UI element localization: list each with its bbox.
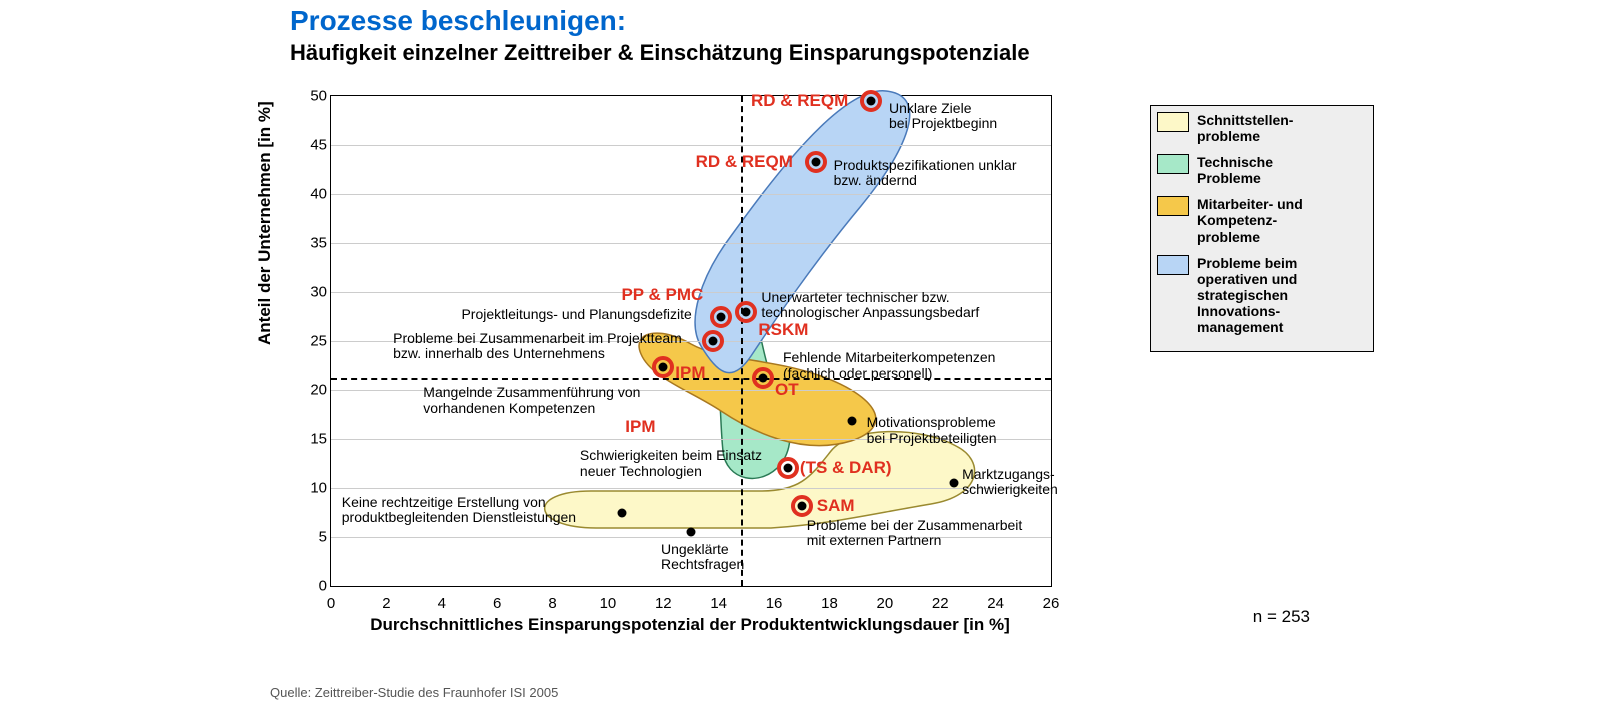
y-tick-label: 45: [293, 137, 327, 154]
plot-area: 0510152025303540455002468101214161820222…: [330, 95, 1052, 587]
x-axis-label: Durchschnittliches Einsparungspotenzial …: [330, 615, 1050, 635]
point-annotation: Projektleitungs- und Planungsdefizite: [461, 307, 691, 322]
n-label: n = 253: [1253, 607, 1310, 627]
data-point: [950, 479, 959, 488]
y-tick-label: 10: [293, 480, 327, 497]
point-red-label: RD & REQM: [696, 152, 793, 172]
x-tick-label: 20: [870, 595, 900, 612]
legend-swatch: [1157, 255, 1189, 275]
x-tick-label: 26: [1036, 595, 1066, 612]
subtitle: Häufigkeit einzelner Zeittreiber & Einsc…: [290, 40, 1030, 66]
y-tick-label: 25: [293, 333, 327, 350]
y-tick-label: 0: [293, 578, 327, 595]
x-tick-label: 18: [814, 595, 844, 612]
data-point: [687, 528, 696, 537]
data-point-ringed: [791, 495, 813, 517]
legend-item: Probleme beim operativen und strategisch…: [1157, 255, 1367, 335]
point-red-label: OT: [775, 380, 799, 400]
y-tick-label: 20: [293, 382, 327, 399]
legend-swatch: [1157, 196, 1189, 216]
x-tick-label: 22: [925, 595, 955, 612]
point-annotation: Mangelnde Zusammenführung von vorhandene…: [423, 385, 640, 416]
legend-label: Technische Probleme: [1197, 154, 1273, 186]
title: Prozesse beschleunigen:: [290, 5, 626, 37]
point-red-label: (TS & DAR): [800, 458, 892, 478]
legend-swatch: [1157, 154, 1189, 174]
y-tick-label: 15: [293, 431, 327, 448]
x-tick-label: 10: [593, 595, 623, 612]
data-point: [847, 417, 856, 426]
scatter-chart: Anteil der Unternehmen [in %] Durchschni…: [270, 75, 1070, 645]
gridline-h: [331, 243, 1051, 244]
data-point-ringed: [805, 151, 827, 173]
legend-label: Probleme beim operativen und strategisch…: [1197, 255, 1297, 335]
data-point: [617, 508, 626, 517]
point-annotation: Ungeklärte Rechtsfragen: [661, 542, 744, 573]
point-annotation: Marktzugangs- schwierigkeiten: [962, 467, 1058, 498]
x-tick-label: 6: [482, 595, 512, 612]
legend-item: Technische Probleme: [1157, 154, 1367, 186]
x-tick-label: 16: [759, 595, 789, 612]
point-red-label: RSKM: [758, 320, 808, 340]
data-point-ringed: [710, 306, 732, 328]
y-tick-label: 50: [293, 88, 327, 105]
y-tick-label: 5: [293, 529, 327, 546]
legend: Schnittstellen- probleme Technische Probl…: [1150, 105, 1374, 352]
data-point-ringed: [752, 367, 774, 389]
y-tick-label: 35: [293, 235, 327, 252]
x-tick-label: 12: [648, 595, 678, 612]
data-point-ringed: [860, 90, 882, 112]
x-tick-label: 24: [981, 595, 1011, 612]
point-red-label: SAM: [817, 496, 855, 516]
y-tick-label: 40: [293, 186, 327, 203]
legend-label: Mitarbeiter- und Kompetenz- probleme: [1197, 196, 1303, 244]
point-annotation: Motivationsprobleme bei Projektbeteiligt…: [867, 415, 997, 446]
legend-item: Mitarbeiter- und Kompetenz- probleme: [1157, 196, 1367, 244]
y-tick-label: 30: [293, 284, 327, 301]
point-annotation: Unerwarteter technischer bzw. technologi…: [761, 290, 979, 321]
point-red-label: IPM: [675, 363, 705, 383]
point-annotation: Probleme bei Zusammenarbeit im Projektte…: [393, 331, 682, 362]
y-axis-label: Anteil der Unternehmen [in %]: [255, 101, 275, 345]
legend-item: Schnittstellen- probleme: [1157, 112, 1367, 144]
x-tick-label: 8: [538, 595, 568, 612]
gridline-h: [331, 194, 1051, 195]
point-annotation: Fehlende Mitarbeiterkompetenzen (fachlic…: [783, 350, 995, 381]
x-tick-label: 2: [371, 595, 401, 612]
x-tick-label: 14: [704, 595, 734, 612]
point-red-label: RD & REQM: [751, 91, 848, 111]
point-annotation: Unklare Ziele bei Projektbeginn: [889, 101, 997, 132]
legend-swatch: [1157, 112, 1189, 132]
point-annotation: Keine rechtzeitige Erstellung von produk…: [342, 495, 576, 526]
gridline-h: [331, 488, 1051, 489]
point-annotation: Produktspezifikationen unklar bzw. änder…: [834, 158, 1017, 189]
data-point-ringed: [702, 330, 724, 352]
source-text: Quelle: Zeittreiber-Studie des Fraunhofe…: [270, 685, 558, 700]
x-tick-label: 4: [427, 595, 457, 612]
data-point-ringed: [735, 301, 757, 323]
data-point-ringed: [777, 457, 799, 479]
legend-label: Schnittstellen- probleme: [1197, 112, 1293, 144]
gridline-h: [331, 145, 1051, 146]
point-annotation: Schwierigkeiten beim Einsatz neuer Techn…: [580, 448, 762, 479]
x-tick-label: 0: [316, 595, 346, 612]
point-annotation: Probleme bei der Zusammenarbeit mit exte…: [807, 518, 1023, 549]
point-red-label: PP & PMC: [621, 285, 703, 305]
point-red-label: IPM: [625, 417, 655, 437]
